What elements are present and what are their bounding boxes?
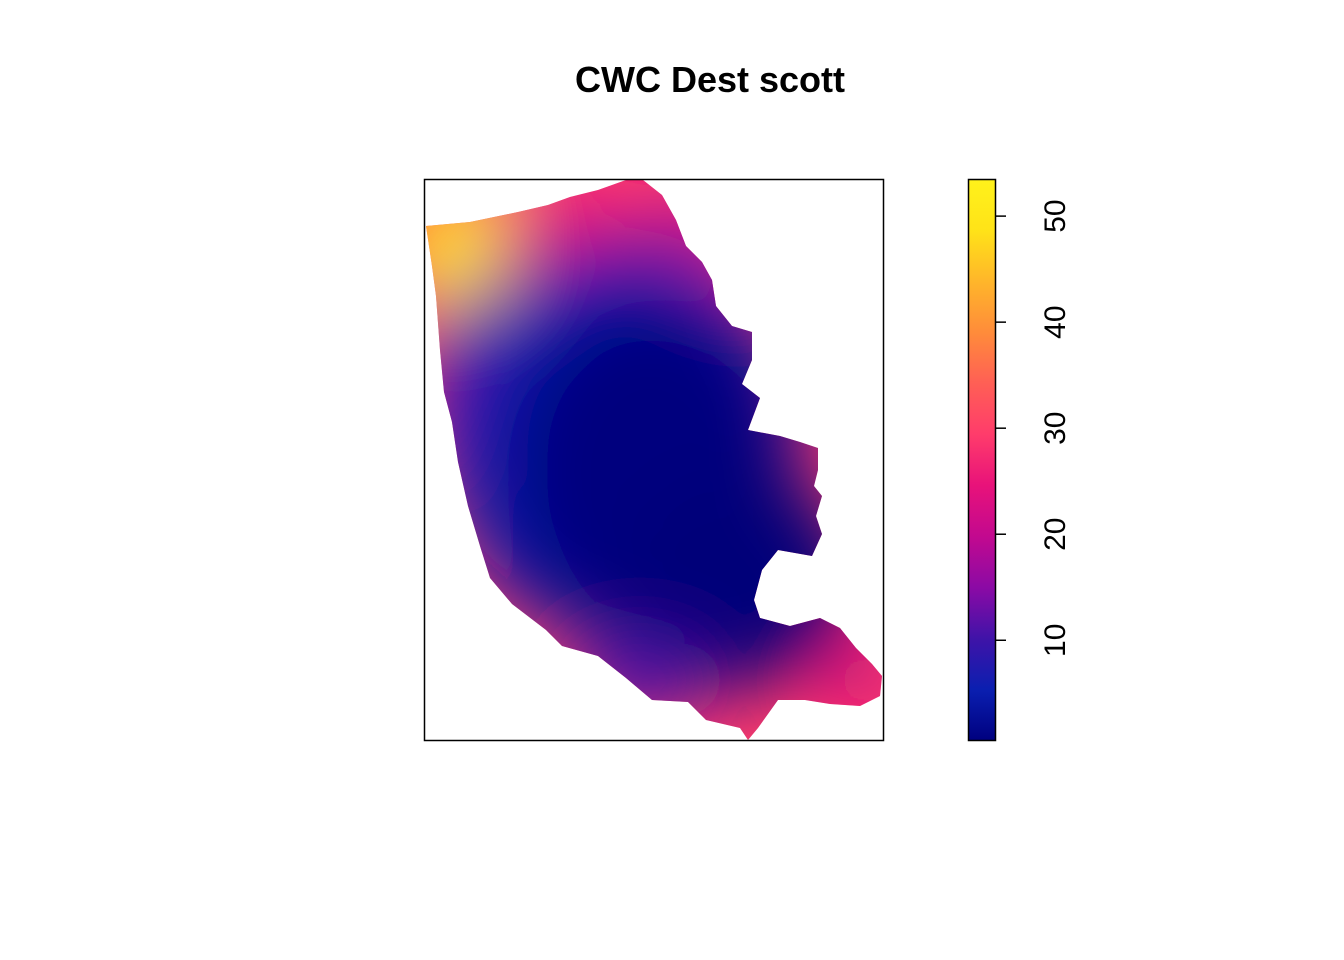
colorbar-tick-label-40: 40 <box>1039 305 1072 338</box>
colorbar-ticks: 10 20 30 40 50 <box>996 199 1072 657</box>
colorbar-tick-label-10: 10 <box>1039 624 1072 657</box>
colorbar-tick-label-50: 50 <box>1039 199 1072 232</box>
colorbar-frame <box>967 178 997 742</box>
raster-high-southeast <box>825 645 882 715</box>
chart-title: CWC Dest scott <box>575 59 845 100</box>
colorbar-fill <box>968 179 996 741</box>
raster-core-south <box>620 470 860 690</box>
raster-field <box>426 180 882 720</box>
plot-frame <box>423 178 885 742</box>
raster-layer <box>426 180 882 740</box>
colorbar-legend: 10 20 30 40 50 <box>967 178 1072 742</box>
raster-south-edge <box>570 640 710 720</box>
colorbar-tick-label-30: 30 <box>1039 412 1072 445</box>
colorbar-tick-label-20: 20 <box>1039 518 1072 551</box>
